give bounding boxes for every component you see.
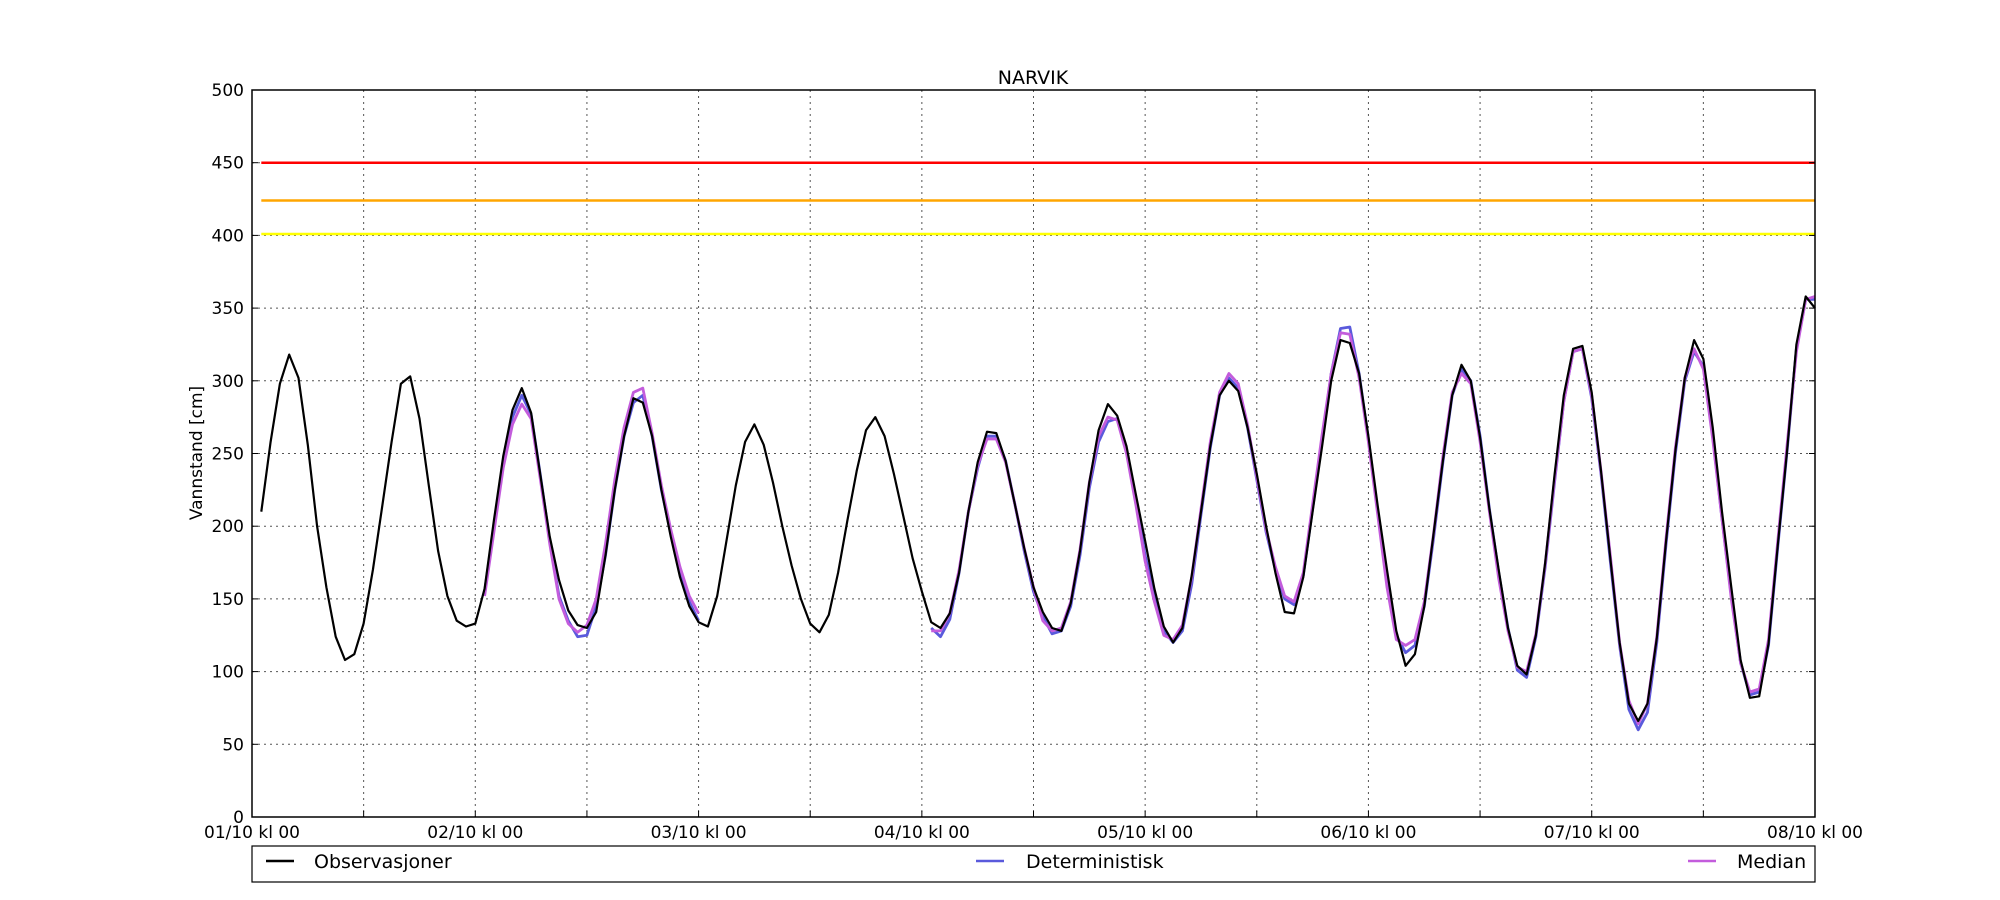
tick-layer: 0 50 100 150 200 250 300 350 400 450 500 01/10 kl 0…	[204, 81, 1863, 843]
x-tick-label: 05/10 kl 00	[1097, 823, 1193, 843]
y-tick-label: 250	[212, 445, 244, 465]
y-tick-label: 450	[212, 154, 244, 174]
y-tick-label: 150	[212, 590, 244, 610]
x-tick-label: 08/10 kl 00	[1767, 823, 1863, 843]
x-tick-label: 01/10 kl 00	[204, 823, 300, 843]
series-layer	[260, 295, 1816, 732]
y-axis-label: Vannstand [cm]	[187, 386, 207, 520]
x-tick-label: 03/10 kl 00	[651, 823, 747, 843]
y-tick-label: 300	[212, 372, 244, 392]
legend-label-deterministisk: Deterministisk	[1026, 851, 1164, 873]
y-tick-label: 50	[222, 735, 244, 755]
y-tick-label: 400	[212, 226, 244, 246]
y-tick-label: 500	[212, 81, 244, 101]
y-tick-label: 350	[212, 299, 244, 319]
x-tick-label: 02/10 kl 00	[427, 823, 523, 843]
chart-title: NARVIK	[998, 67, 1069, 89]
legend: Observasjoner Deterministisk Median	[251, 845, 1816, 883]
legend-label-median: Median	[1737, 851, 1806, 873]
x-tick-label: 06/10 kl 00	[1320, 823, 1416, 843]
threshold-layer	[261, 161, 1815, 236]
legend-box	[251, 845, 1816, 883]
legend-label-observasjoner: Observasjoner	[314, 851, 452, 873]
y-tick-label: 200	[212, 517, 244, 537]
y-tick-label: 100	[212, 663, 244, 683]
x-tick-label: 07/10 kl 00	[1544, 823, 1640, 843]
x-tick-label: 04/10 kl 00	[874, 823, 970, 843]
y-tick-label: 0	[233, 808, 244, 828]
series-line-observasjoner	[260, 295, 1816, 723]
